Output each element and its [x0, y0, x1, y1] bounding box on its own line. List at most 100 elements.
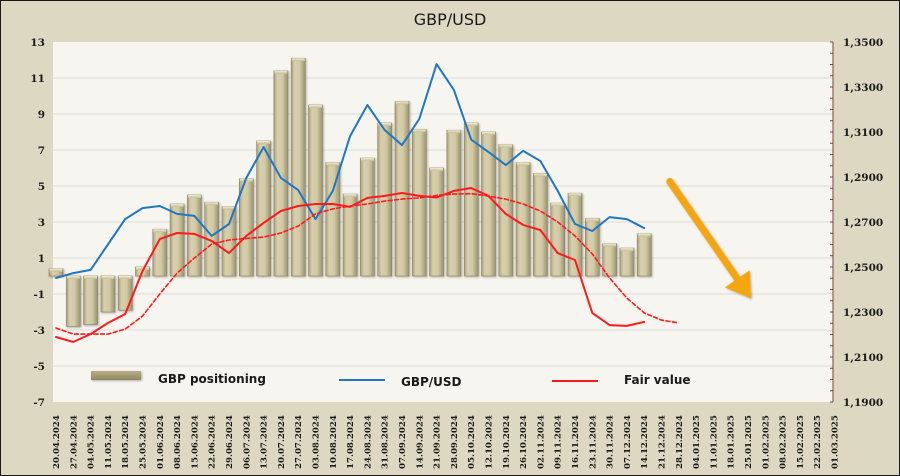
bar-cap	[153, 229, 167, 233]
bar	[463, 122, 479, 277]
left-axis-tick-label: -7	[33, 397, 45, 409]
bar-body	[100, 275, 116, 313]
bar-body	[636, 233, 652, 277]
right-axis-tick-label: 1,2300	[843, 307, 883, 319]
x-axis-date-label: 05.10.2024	[467, 415, 477, 469]
x-axis-date-label: 20.07.2024	[277, 415, 287, 469]
bar	[377, 122, 393, 277]
x-axis-date-label: 18.01.2025	[727, 415, 737, 469]
right-axis-tick-label: 1,2900	[843, 172, 883, 184]
right-axis-tick-label: 1,2500	[843, 262, 883, 274]
x-axis-date-label: 27.04.2024	[69, 415, 79, 469]
x-axis-date-label: 25.05.2024	[139, 415, 149, 469]
bar-cap	[516, 162, 530, 166]
bar-body	[256, 140, 271, 277]
bar-cap	[499, 144, 513, 148]
bar	[256, 140, 271, 277]
bar-cap	[84, 276, 98, 279]
bar-cap	[187, 195, 201, 198]
x-axis-date-label: 11.01.2025	[709, 415, 719, 469]
bar-cap	[326, 162, 340, 166]
bar-body	[567, 192, 583, 277]
bar-cap	[170, 204, 184, 207]
trend-arrow-annotation	[666, 178, 751, 299]
left-axis-tick-label: 5	[38, 181, 45, 193]
bar-cap	[360, 158, 374, 162]
bar	[429, 167, 444, 277]
line-fair-value	[55, 187, 646, 343]
left-axis-tick-label: -3	[33, 325, 45, 337]
right-axis-tick-label: 1,3100	[843, 127, 883, 139]
x-axis-date-label: 19.10.2024	[502, 415, 512, 469]
right-axis: 1,3500 1,3300 1,3100 1,2900 1,2700 1,2500 1,23…	[830, 37, 883, 409]
x-axis-date-label: 10.08.2024	[329, 415, 339, 469]
bar-cap	[257, 141, 271, 144]
right-axis-tick-label: 1,3300	[843, 82, 883, 94]
x-axis-date-label: 04.01.2025	[692, 415, 702, 469]
left-axis-tick-label: 11	[30, 73, 45, 85]
left-axis-tick-label: 13	[30, 37, 45, 49]
x-axis-date-label: 22.06.2024	[208, 415, 218, 469]
bar-cap	[101, 276, 115, 279]
bar-cap	[585, 218, 599, 222]
x-axis-date-label: 09.11.2024	[554, 415, 564, 469]
x-axis-date-label: 04.05.2024	[87, 415, 97, 469]
bar	[411, 129, 427, 277]
bar	[117, 275, 133, 311]
x-axis-date-label: 18.05.2024	[121, 415, 131, 469]
x-axis-date-label: 01.06.2024	[156, 415, 166, 469]
bar-cap	[637, 233, 651, 237]
bar-body	[290, 57, 306, 277]
bar-cap	[464, 123, 478, 126]
x-axis-date-label: 22.02.2025	[813, 415, 823, 469]
bar-cap	[395, 101, 409, 105]
x-axis-date-label: 27.07.2024	[294, 415, 304, 469]
bar	[446, 129, 462, 277]
bar-cap	[533, 173, 547, 177]
right-axis-tick-label: 1,2100	[843, 352, 883, 364]
bar-body	[481, 131, 496, 277]
left-axis-tick-label: 3	[38, 217, 45, 229]
bar-cap	[378, 123, 392, 126]
x-axis: 20.04.2024 27.04.2024 04.05.2024 11.05.2024…	[52, 415, 841, 469]
x-axis-date-label: 31.08.2024	[381, 415, 391, 469]
bar-body	[377, 122, 393, 277]
bar-body	[429, 167, 444, 277]
x-axis-date-label: 30.11.2024	[606, 415, 616, 469]
bar	[584, 218, 600, 277]
line-series	[55, 63, 680, 343]
x-axis-date-label: 15.06.2024	[190, 415, 200, 469]
right-axis-tick-label: 1,3500	[843, 37, 883, 49]
bar-cap	[66, 276, 80, 279]
x-axis-date-label: 24.08.2024	[363, 415, 373, 469]
x-axis-date-label: 08.02.2025	[779, 415, 789, 469]
bar-body	[308, 104, 323, 277]
bar	[325, 162, 341, 277]
bar	[308, 104, 323, 277]
bar-cap	[309, 105, 322, 108]
bar	[515, 162, 531, 277]
bar-body	[83, 275, 98, 325]
arrow-head	[724, 270, 751, 299]
bar	[498, 144, 514, 277]
x-axis-date-label: 03.08.2024	[312, 415, 322, 469]
x-axis-date-label: 26.10.2024	[519, 415, 529, 469]
x-axis-date-label: 01.03.2025	[831, 415, 841, 469]
x-axis-date-label: 28.09.2024	[450, 415, 460, 469]
bar	[550, 202, 566, 277]
bar-body	[619, 247, 635, 277]
arrow-shaft	[666, 178, 741, 283]
bar-body	[273, 70, 289, 277]
legend-swatch-gbp-positioning	[91, 371, 141, 380]
bar	[48, 268, 64, 277]
bar	[66, 275, 81, 327]
x-axis-date-label: 25.01.2025	[744, 415, 754, 469]
legend: GBP positioning GBP/USD Fair value	[91, 371, 691, 389]
bar	[602, 243, 617, 277]
x-axis-date-label: 02.11.2024	[536, 415, 546, 469]
bar-body	[533, 173, 548, 277]
bar-cap	[136, 267, 149, 270]
bar-cap	[482, 132, 495, 135]
x-axis-date-label: 17.08.2024	[346, 415, 356, 469]
x-axis-date-label: 11.05.2024	[104, 415, 114, 469]
